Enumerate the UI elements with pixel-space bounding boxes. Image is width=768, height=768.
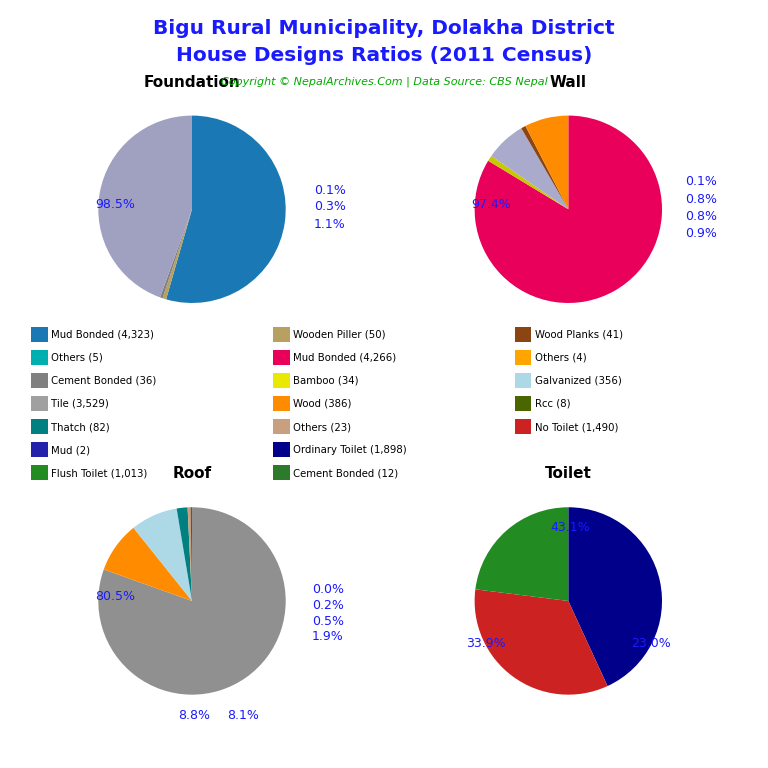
Text: 1.9%: 1.9% (312, 630, 344, 643)
Text: Tile (3,529): Tile (3,529) (51, 399, 108, 409)
Text: 0.5%: 0.5% (312, 615, 344, 628)
Text: Mud Bonded (4,266): Mud Bonded (4,266) (293, 353, 396, 363)
Text: 97.4%: 97.4% (472, 198, 511, 211)
Title: Toilet: Toilet (545, 466, 592, 482)
Text: Mud (2): Mud (2) (51, 445, 90, 455)
Text: 8.1%: 8.1% (227, 709, 260, 722)
Wedge shape (492, 128, 568, 210)
Text: 0.8%: 0.8% (685, 194, 717, 207)
Wedge shape (163, 210, 192, 300)
Wedge shape (134, 508, 192, 601)
Wedge shape (104, 528, 192, 601)
Wedge shape (177, 508, 192, 601)
Text: Mud Bonded (4,323): Mud Bonded (4,323) (51, 329, 154, 340)
Title: Roof: Roof (173, 466, 211, 482)
Text: Flush Toilet (1,013): Flush Toilet (1,013) (51, 468, 147, 478)
Text: Others (5): Others (5) (51, 353, 103, 363)
Wedge shape (521, 126, 568, 210)
Text: Cement Bonded (12): Cement Bonded (12) (293, 468, 398, 478)
Text: 0.1%: 0.1% (314, 184, 346, 197)
Text: 0.2%: 0.2% (312, 599, 344, 612)
Text: 33.9%: 33.9% (466, 637, 505, 650)
Text: Wooden Piller (50): Wooden Piller (50) (293, 329, 386, 340)
Text: 0.9%: 0.9% (685, 227, 717, 240)
Title: Wall: Wall (550, 74, 587, 90)
Text: Thatch (82): Thatch (82) (51, 422, 109, 432)
Wedge shape (98, 508, 286, 694)
Text: House Designs Ratios (2011 Census): House Designs Ratios (2011 Census) (176, 46, 592, 65)
Text: Galvanized (356): Galvanized (356) (535, 376, 621, 386)
Text: No Toilet (1,490): No Toilet (1,490) (535, 422, 618, 432)
Text: 1.1%: 1.1% (314, 218, 346, 230)
Text: 8.8%: 8.8% (178, 709, 210, 722)
Wedge shape (475, 116, 662, 303)
Wedge shape (568, 508, 662, 686)
Wedge shape (475, 508, 568, 601)
Wedge shape (166, 116, 286, 303)
Text: Bigu Rural Municipality, Dolakha District: Bigu Rural Municipality, Dolakha Distric… (153, 19, 615, 38)
Text: 0.8%: 0.8% (685, 210, 717, 223)
Text: Wood (386): Wood (386) (293, 399, 351, 409)
Text: 23.0%: 23.0% (631, 637, 670, 650)
Wedge shape (488, 156, 568, 210)
Title: Foundation: Foundation (144, 74, 240, 90)
Text: Rcc (8): Rcc (8) (535, 399, 570, 409)
Text: 0.1%: 0.1% (685, 174, 717, 187)
Text: 80.5%: 80.5% (95, 590, 135, 603)
Text: 0.0%: 0.0% (312, 583, 344, 596)
Text: Copyright © NepalArchives.Com | Data Source: CBS Nepal: Copyright © NepalArchives.Com | Data Sou… (220, 77, 548, 88)
Text: Wood Planks (41): Wood Planks (41) (535, 329, 623, 340)
Text: Cement Bonded (36): Cement Bonded (36) (51, 376, 156, 386)
Wedge shape (525, 116, 568, 210)
Text: Others (4): Others (4) (535, 353, 586, 363)
Text: Ordinary Toilet (1,898): Ordinary Toilet (1,898) (293, 445, 406, 455)
Wedge shape (98, 116, 192, 297)
Wedge shape (475, 589, 607, 694)
Wedge shape (190, 508, 192, 601)
Text: Others (23): Others (23) (293, 422, 351, 432)
Text: 43.1%: 43.1% (551, 521, 590, 535)
Text: Bamboo (34): Bamboo (34) (293, 376, 358, 386)
Wedge shape (187, 508, 192, 601)
Text: 98.5%: 98.5% (95, 198, 135, 211)
Wedge shape (160, 210, 192, 298)
Text: 0.3%: 0.3% (314, 200, 346, 213)
